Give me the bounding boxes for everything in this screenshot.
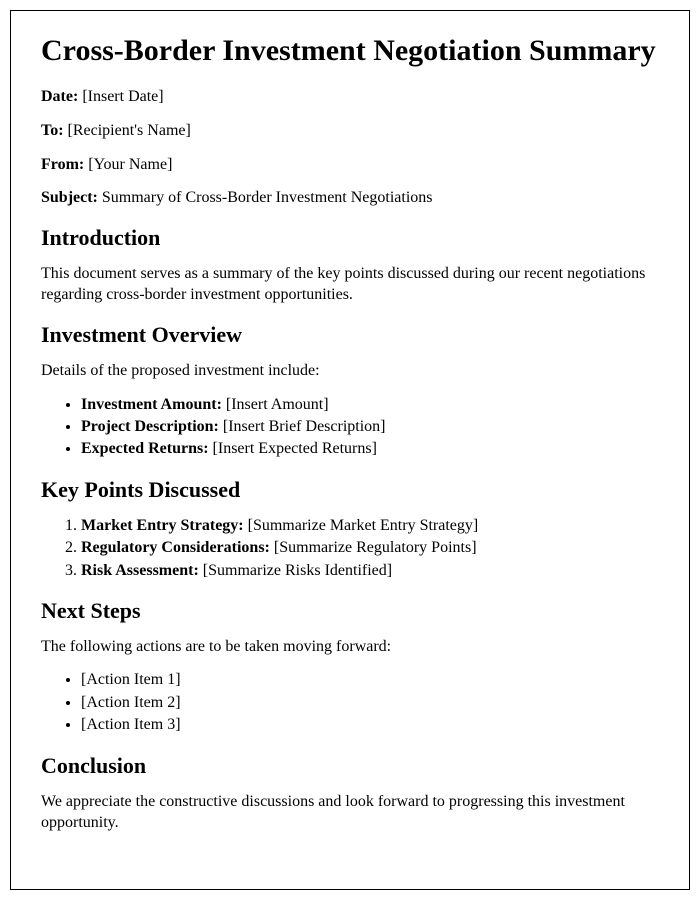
meta-to-label: To: — [41, 122, 64, 139]
document-title: Cross-Border Investment Negotiation Summ… — [41, 33, 659, 68]
list-item-value: [Insert Brief Description] — [223, 418, 386, 435]
meta-to-value: [Recipient's Name] — [68, 122, 191, 139]
list-item-value: [Summarize Regulatory Points] — [274, 539, 477, 556]
document-page: Cross-Border Investment Negotiation Summ… — [10, 10, 690, 890]
list-item-label: Investment Amount: — [81, 396, 222, 413]
section-heading-conclusion: Conclusion — [41, 753, 659, 779]
list-item-value: [Insert Expected Returns] — [213, 440, 377, 457]
list-item: Investment Amount: [Insert Amount] — [81, 394, 659, 416]
conclusion-body: We appreciate the constructive discussio… — [41, 791, 659, 834]
list-item: Expected Returns: [Insert Expected Retur… — [81, 438, 659, 460]
list-item: Market Entry Strategy: [Summarize Market… — [81, 515, 659, 537]
list-item-value: [Insert Amount] — [226, 396, 329, 413]
meta-from: From: [Your Name] — [41, 154, 659, 176]
list-item-value: [Summarize Market Entry Strategy] — [248, 517, 479, 534]
list-item-label: Expected Returns: — [81, 440, 209, 457]
section-heading-introduction: Introduction — [41, 225, 659, 251]
list-item-label: Market Entry Strategy: — [81, 517, 244, 534]
meta-subject-value: Summary of Cross-Border Investment Negot… — [102, 189, 433, 206]
nextsteps-list: [Action Item 1] [Action Item 2] [Action … — [41, 669, 659, 736]
section-heading-overview: Investment Overview — [41, 322, 659, 348]
list-item: [Action Item 1] — [81, 669, 659, 691]
overview-list: Investment Amount: [Insert Amount] Proje… — [41, 394, 659, 461]
section-heading-nextsteps: Next Steps — [41, 598, 659, 624]
meta-date: Date: [Insert Date] — [41, 86, 659, 108]
list-item: Risk Assessment: [Summarize Risks Identi… — [81, 560, 659, 582]
list-item: [Action Item 3] — [81, 714, 659, 736]
list-item-value: [Summarize Risks Identified] — [203, 562, 392, 579]
meta-to: To: [Recipient's Name] — [41, 120, 659, 142]
overview-lead: Details of the proposed investment inclu… — [41, 360, 659, 382]
keypoints-list: Market Entry Strategy: [Summarize Market… — [41, 515, 659, 582]
list-item-label: Risk Assessment: — [81, 562, 199, 579]
meta-from-label: From: — [41, 156, 84, 173]
meta-date-value: [Insert Date] — [82, 88, 163, 105]
meta-subject: Subject: Summary of Cross-Border Investm… — [41, 187, 659, 209]
meta-from-value: [Your Name] — [88, 156, 172, 173]
list-item: [Action Item 2] — [81, 692, 659, 714]
meta-date-label: Date: — [41, 88, 78, 105]
nextsteps-lead: The following actions are to be taken mo… — [41, 636, 659, 658]
section-heading-keypoints: Key Points Discussed — [41, 477, 659, 503]
list-item: Regulatory Considerations: [Summarize Re… — [81, 537, 659, 559]
list-item-label: Regulatory Considerations: — [81, 539, 270, 556]
list-item: Project Description: [Insert Brief Descr… — [81, 416, 659, 438]
meta-subject-label: Subject: — [41, 189, 98, 206]
list-item-label: Project Description: — [81, 418, 219, 435]
introduction-body: This document serves as a summary of the… — [41, 263, 659, 306]
